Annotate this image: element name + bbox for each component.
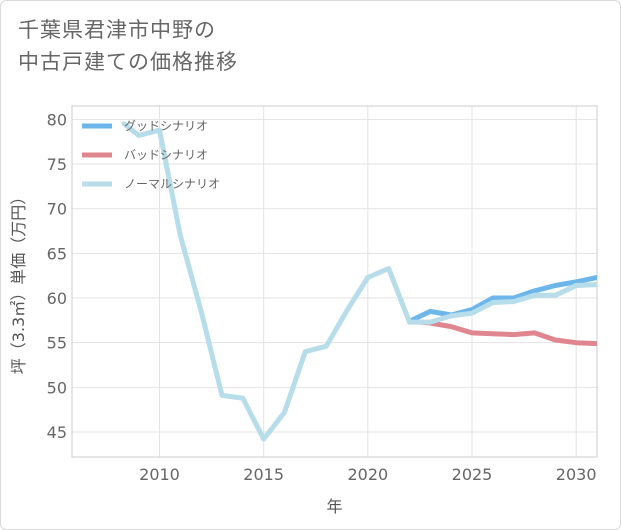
x-axis-label: 年 [326, 497, 342, 516]
chart-title-line-1: 千葉県君津市中野の [18, 18, 216, 42]
x-tick-label: 2010 [139, 465, 180, 484]
y-tick-label: 60 [47, 289, 67, 308]
y-axis-label: 坪（3.3㎡）単価（万円） [9, 189, 28, 374]
series-line-2 [121, 121, 597, 442]
y-tick-label: 80 [47, 110, 67, 129]
legend-label: ノーマルシナリオ [124, 177, 220, 191]
y-tick-label: 55 [47, 334, 67, 353]
legend-label: グッドシナリオ [124, 119, 208, 133]
y-tick-label: 65 [47, 244, 67, 263]
y-tick-label: 70 [47, 200, 67, 219]
y-tick-label: 45 [47, 423, 67, 442]
series-layer [121, 121, 597, 442]
chart-title: 千葉県君津市中野の 中古戸建ての価格推移 [18, 14, 238, 78]
x-axis-ticks: 2010 2015 2020 2025 2030 [139, 465, 596, 484]
series-line-0 [407, 275, 597, 324]
grid-lines [72, 106, 597, 457]
series-line-1 [407, 318, 597, 347]
x-tick-label: 2015 [243, 465, 284, 484]
x-tick-label: 2030 [556, 465, 597, 484]
x-tick-label: 2025 [452, 465, 493, 484]
y-axis-ticks: 45 50 55 60 65 70 75 80 [47, 110, 67, 442]
legend-label: バッドシナリオ [124, 148, 208, 162]
y-tick-label: 75 [47, 155, 67, 174]
y-tick-label: 50 [47, 378, 67, 397]
plot-area [71, 105, 598, 458]
x-tick-label: 2020 [347, 465, 388, 484]
chart-title-line-2: 中古戸建ての価格推移 [18, 50, 238, 74]
